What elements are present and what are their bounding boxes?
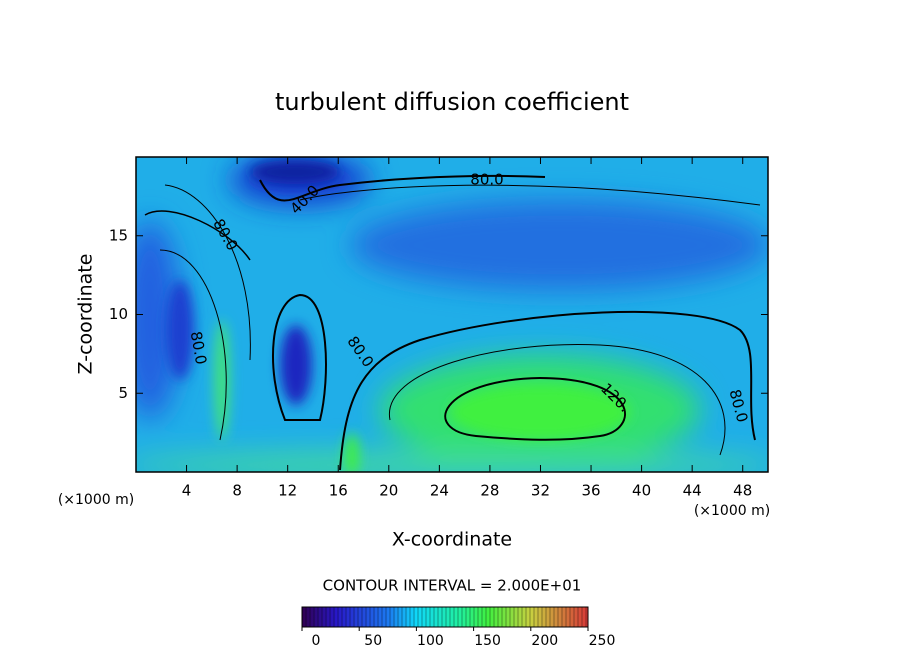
colorbar-tick-label: 50 <box>364 633 382 649</box>
colorbar-tick-label: 0 <box>312 633 321 649</box>
x-tick-label: 4 <box>182 482 192 500</box>
x-axis-label: X-coordinate <box>392 529 512 551</box>
contour-field <box>136 157 768 472</box>
contour-label: 80.0 <box>187 330 211 366</box>
chart-title: turbulent diffusion coefficient <box>275 88 629 116</box>
y-unit: (×1000 m) <box>694 503 770 519</box>
y-axis-label: Z-coordinate <box>75 254 97 375</box>
colorbar-tick-label: 200 <box>531 633 558 649</box>
x-unit: (×1000 m) <box>58 492 134 508</box>
x-tick-label: 12 <box>278 482 297 500</box>
contour-label: 80.0 <box>470 171 503 189</box>
x-tick-label: 48 <box>733 482 752 500</box>
colorbar-tick-label: 150 <box>474 633 501 649</box>
y-tick-label: 10 <box>109 305 128 323</box>
contour-interval: CONTOUR INTERVAL = 2.000E+01 <box>323 577 582 595</box>
colorbar-tick-label: 100 <box>417 633 444 649</box>
y-tick-label: 15 <box>109 226 128 244</box>
x-tick-label: 28 <box>480 482 499 500</box>
colorbar <box>301 606 589 628</box>
x-tick-label: 8 <box>232 482 242 500</box>
x-tick-label: 36 <box>581 482 600 500</box>
x-tick-label: 24 <box>430 482 449 500</box>
colorbar-tick-label: 250 <box>589 633 616 649</box>
x-tick-label: 32 <box>531 482 550 500</box>
x-tick-label: 44 <box>683 482 702 500</box>
x-tick-label: 16 <box>329 482 348 500</box>
x-tick-label: 40 <box>632 482 651 500</box>
x-tick-label: 20 <box>379 482 398 500</box>
y-tick-label: 5 <box>118 384 128 402</box>
